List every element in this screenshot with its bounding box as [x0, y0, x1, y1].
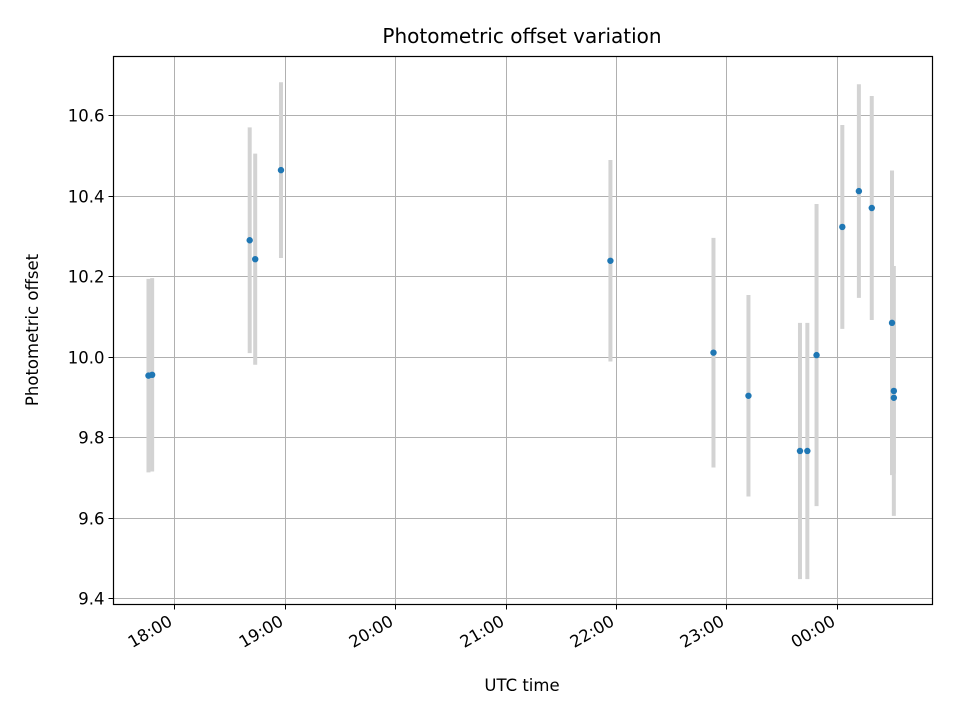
data-point [796, 447, 804, 455]
data-point [277, 166, 285, 174]
data-point [890, 387, 898, 395]
plot-frame [112, 55, 934, 606]
data-point [804, 447, 811, 455]
y-tick-label: 9.6 [78, 510, 104, 529]
y-tick-label: 10.4 [68, 188, 105, 207]
data-point [710, 349, 717, 356]
y-tick-label: 9.8 [78, 429, 104, 448]
data-point [839, 223, 846, 231]
data-points [145, 166, 898, 455]
data-point [888, 319, 896, 327]
data-point [813, 351, 820, 359]
data-point [855, 187, 863, 195]
data-point [890, 394, 898, 401]
data-point [148, 371, 156, 379]
y-tick-label: 10.6 [68, 107, 105, 126]
data-point [868, 204, 875, 212]
y-tick-label: 9.4 [78, 590, 104, 609]
chart-title: Photometric offset variation [382, 24, 661, 48]
y-tick-label: 10.2 [68, 268, 105, 287]
data-point [607, 257, 614, 264]
y-axis-title: Photometric offset [23, 253, 42, 406]
x-axis-title: UTC time [484, 676, 559, 695]
grid [113, 56, 933, 605]
data-point [252, 255, 259, 263]
data-point [745, 392, 752, 399]
y-axis: 9.4 9.6 9.8 10.0 10.2 10.4 10.6 [68, 107, 114, 609]
data-point [246, 237, 253, 244]
y-tick-label: 10.0 [68, 349, 105, 368]
